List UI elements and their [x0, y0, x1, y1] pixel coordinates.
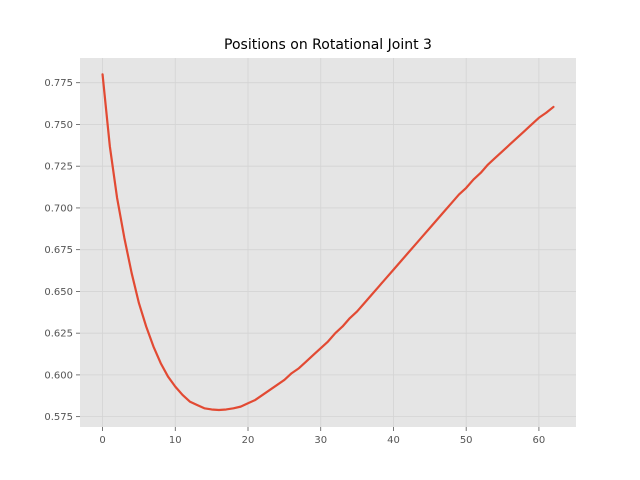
y-tick-label: 0.675	[44, 245, 73, 256]
y-tick-label: 0.625	[44, 329, 73, 340]
chart-title: Positions on Rotational Joint 3	[224, 37, 432, 53]
x-tick-label: 10	[169, 435, 182, 446]
y-tick-label: 0.575	[44, 412, 73, 423]
x-tick-label: 50	[460, 435, 473, 446]
x-tick-label: 30	[314, 435, 327, 446]
y-tick-label: 0.775	[44, 78, 73, 89]
y-tick-label: 0.725	[44, 162, 73, 173]
x-tick-label: 40	[387, 435, 400, 446]
y-tick-label: 0.650	[44, 287, 73, 298]
plot-area	[80, 58, 576, 427]
y-tick-label: 0.750	[44, 120, 73, 131]
series-layer	[101, 73, 555, 412]
series-line	[101, 73, 555, 412]
x-tick-label: 60	[533, 435, 546, 446]
y-tick-label: 0.600	[44, 370, 73, 381]
x-tick-label: 20	[242, 435, 255, 446]
grid-lines	[80, 58, 576, 427]
axis-ticks: 0 10 20 30 40 50 60 0.575 0.600 0.625 0.650 0.675 0.…	[44, 78, 545, 446]
y-tick-label: 0.700	[44, 203, 73, 214]
x-tick-label: 0	[99, 435, 105, 446]
